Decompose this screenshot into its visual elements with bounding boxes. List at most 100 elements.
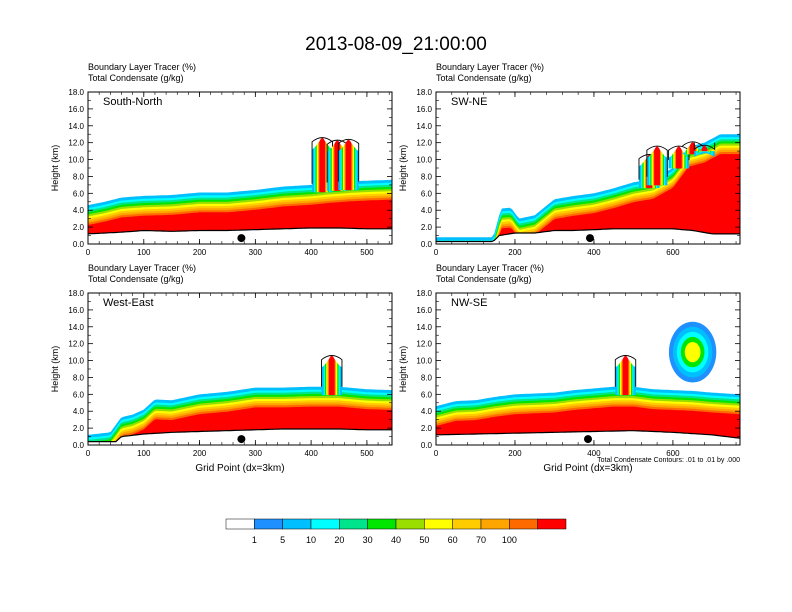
y-tick-label: 0.0 <box>73 441 85 450</box>
convective-plume <box>693 142 716 158</box>
x-tick-label: 0 <box>86 449 91 458</box>
convective-plume <box>668 145 690 169</box>
panel-label: NW-SE <box>451 297 487 309</box>
panel-sw-ne: Boundary Layer Tracer (%)Total Condensat… <box>398 62 741 257</box>
colorbar-label: 50 <box>419 535 429 545</box>
y-tick-label: 18.0 <box>68 88 84 97</box>
location-marker <box>584 435 592 444</box>
panels: Boundary Layer Tracer (%)Total Condensat… <box>50 62 741 474</box>
y-tick-label: 14.0 <box>416 323 432 332</box>
x-tick-label: 0 <box>434 449 439 458</box>
y-tick-label: 10.0 <box>68 156 84 165</box>
y-tick-label: 16.0 <box>68 105 84 114</box>
colorbar-label: 60 <box>448 535 458 545</box>
field-label: Boundary Layer Tracer (%) <box>88 263 196 273</box>
colorbar-label: 5 <box>280 535 285 545</box>
colorbar-label: 70 <box>476 535 486 545</box>
y-tick-label: 8.0 <box>73 172 85 181</box>
y-tick-label: 12.0 <box>68 340 84 349</box>
colorbar-swatch <box>282 518 312 530</box>
y-tick-label: 4.0 <box>421 407 433 416</box>
x-tick-label: 500 <box>360 449 374 458</box>
x-tick-label: 100 <box>137 449 151 458</box>
colorbar-swatch <box>310 518 340 530</box>
y-tick-label: 6.0 <box>421 189 433 198</box>
y-tick-label: 2.0 <box>421 424 433 433</box>
x-tick-label: 300 <box>249 248 263 257</box>
convective-plume <box>646 145 668 186</box>
anvil-cloud <box>668 321 717 383</box>
contour-note: Total Condensate Contours: .01 to .01 by… <box>597 457 740 464</box>
x-tick-label: 200 <box>508 248 522 257</box>
y-tick-label: 14.0 <box>68 323 84 332</box>
y-tick-label: 4.0 <box>421 206 433 215</box>
colorbar-swatch <box>339 518 368 530</box>
y-tick-label: 8.0 <box>421 373 433 382</box>
y-tick-label: 2.0 <box>73 223 85 232</box>
y-tick-label: 12.0 <box>68 139 84 148</box>
x-tick-label: 200 <box>193 248 207 257</box>
colorbar-label: 40 <box>391 535 401 545</box>
y-tick-label: 12.0 <box>416 139 432 148</box>
x-tick-label: 600 <box>666 449 680 458</box>
colorbar-label: 20 <box>334 535 344 545</box>
panel-label: West-East <box>103 297 154 309</box>
convective-plume <box>337 138 360 191</box>
panel-west-east: Boundary Layer Tracer (%)Total Condensat… <box>50 263 393 474</box>
y-tick-label: 0.0 <box>421 240 433 249</box>
contour-label: Total Condensate (g/kg) <box>436 73 532 83</box>
colorbar-swatch <box>367 518 397 530</box>
y-tick-label: 4.0 <box>73 206 85 215</box>
field-label: Boundary Layer Tracer (%) <box>436 62 544 72</box>
colorbar-swatch <box>424 518 453 530</box>
y-tick-label: 10.0 <box>416 357 432 366</box>
contour-label: Total Condensate (g/kg) <box>88 274 184 284</box>
x-tick-label: 500 <box>360 248 374 257</box>
x-tick-label: 0 <box>434 248 439 257</box>
y-tick-label: 2.0 <box>421 223 433 232</box>
y-axis: 0.0 2.0 4.0 6.0 8.0 10.0 12.0 14.0 16.0 18.0 Heigh… <box>50 88 392 249</box>
x-tick-label: 600 <box>666 248 680 257</box>
location-marker <box>237 435 246 444</box>
panel-south-north: Boundary Layer Tracer (%)Total Condensat… <box>50 62 393 257</box>
y-axis-title: Height (km) <box>398 145 408 192</box>
convective-plume <box>311 137 333 193</box>
x-tick-label: 400 <box>304 248 318 257</box>
y-tick-label: 4.0 <box>73 407 85 416</box>
colorbar-label: 100 <box>502 535 517 545</box>
tracer-band-9 <box>436 406 740 439</box>
x-tick-label: 200 <box>508 449 522 458</box>
panel-label: South-North <box>103 96 162 108</box>
y-tick-label: 14.0 <box>416 122 432 131</box>
y-tick-label: 10.0 <box>68 357 84 366</box>
y-tick-label: 6.0 <box>73 390 85 399</box>
x-tick-label: 200 <box>193 449 207 458</box>
y-tick-label: 8.0 <box>73 373 85 382</box>
y-tick-label: 2.0 <box>73 424 85 433</box>
y-axis: 0.0 2.0 4.0 6.0 8.0 10.0 12.0 14.0 16.0 18.0 Heigh… <box>398 289 740 450</box>
x-tick-label: 400 <box>587 248 601 257</box>
y-tick-label: 18.0 <box>416 289 432 298</box>
terrain-line <box>436 228 740 243</box>
x-tick-label: 400 <box>587 449 601 458</box>
x-axis: 0 100 200 300 400 500 Grid Point (dx=3km) <box>86 293 390 474</box>
colorbar-swatch <box>395 518 425 530</box>
y-tick-label: 0.0 <box>421 441 433 450</box>
y-tick-label: 10.0 <box>416 156 432 165</box>
x-tick-label: 400 <box>304 449 318 458</box>
x-axis-title: Grid Point (dx=3km) <box>195 463 284 474</box>
plot-area <box>436 92 740 244</box>
location-marker <box>585 234 594 243</box>
x-tick-label: 0 <box>86 248 91 257</box>
y-tick-label: 16.0 <box>416 105 432 114</box>
y-tick-label: 12.0 <box>416 340 432 349</box>
terrain-line <box>87 227 392 235</box>
y-tick-label: 8.0 <box>421 172 433 181</box>
colorbar-swatch <box>480 518 510 530</box>
plot-area <box>88 92 392 244</box>
figure-title: 2013-08-09_21:00:00 <box>305 34 487 55</box>
colorbar-swatch <box>452 518 482 530</box>
y-tick-label: 0.0 <box>73 240 85 249</box>
y-tick-label: 18.0 <box>416 88 432 97</box>
